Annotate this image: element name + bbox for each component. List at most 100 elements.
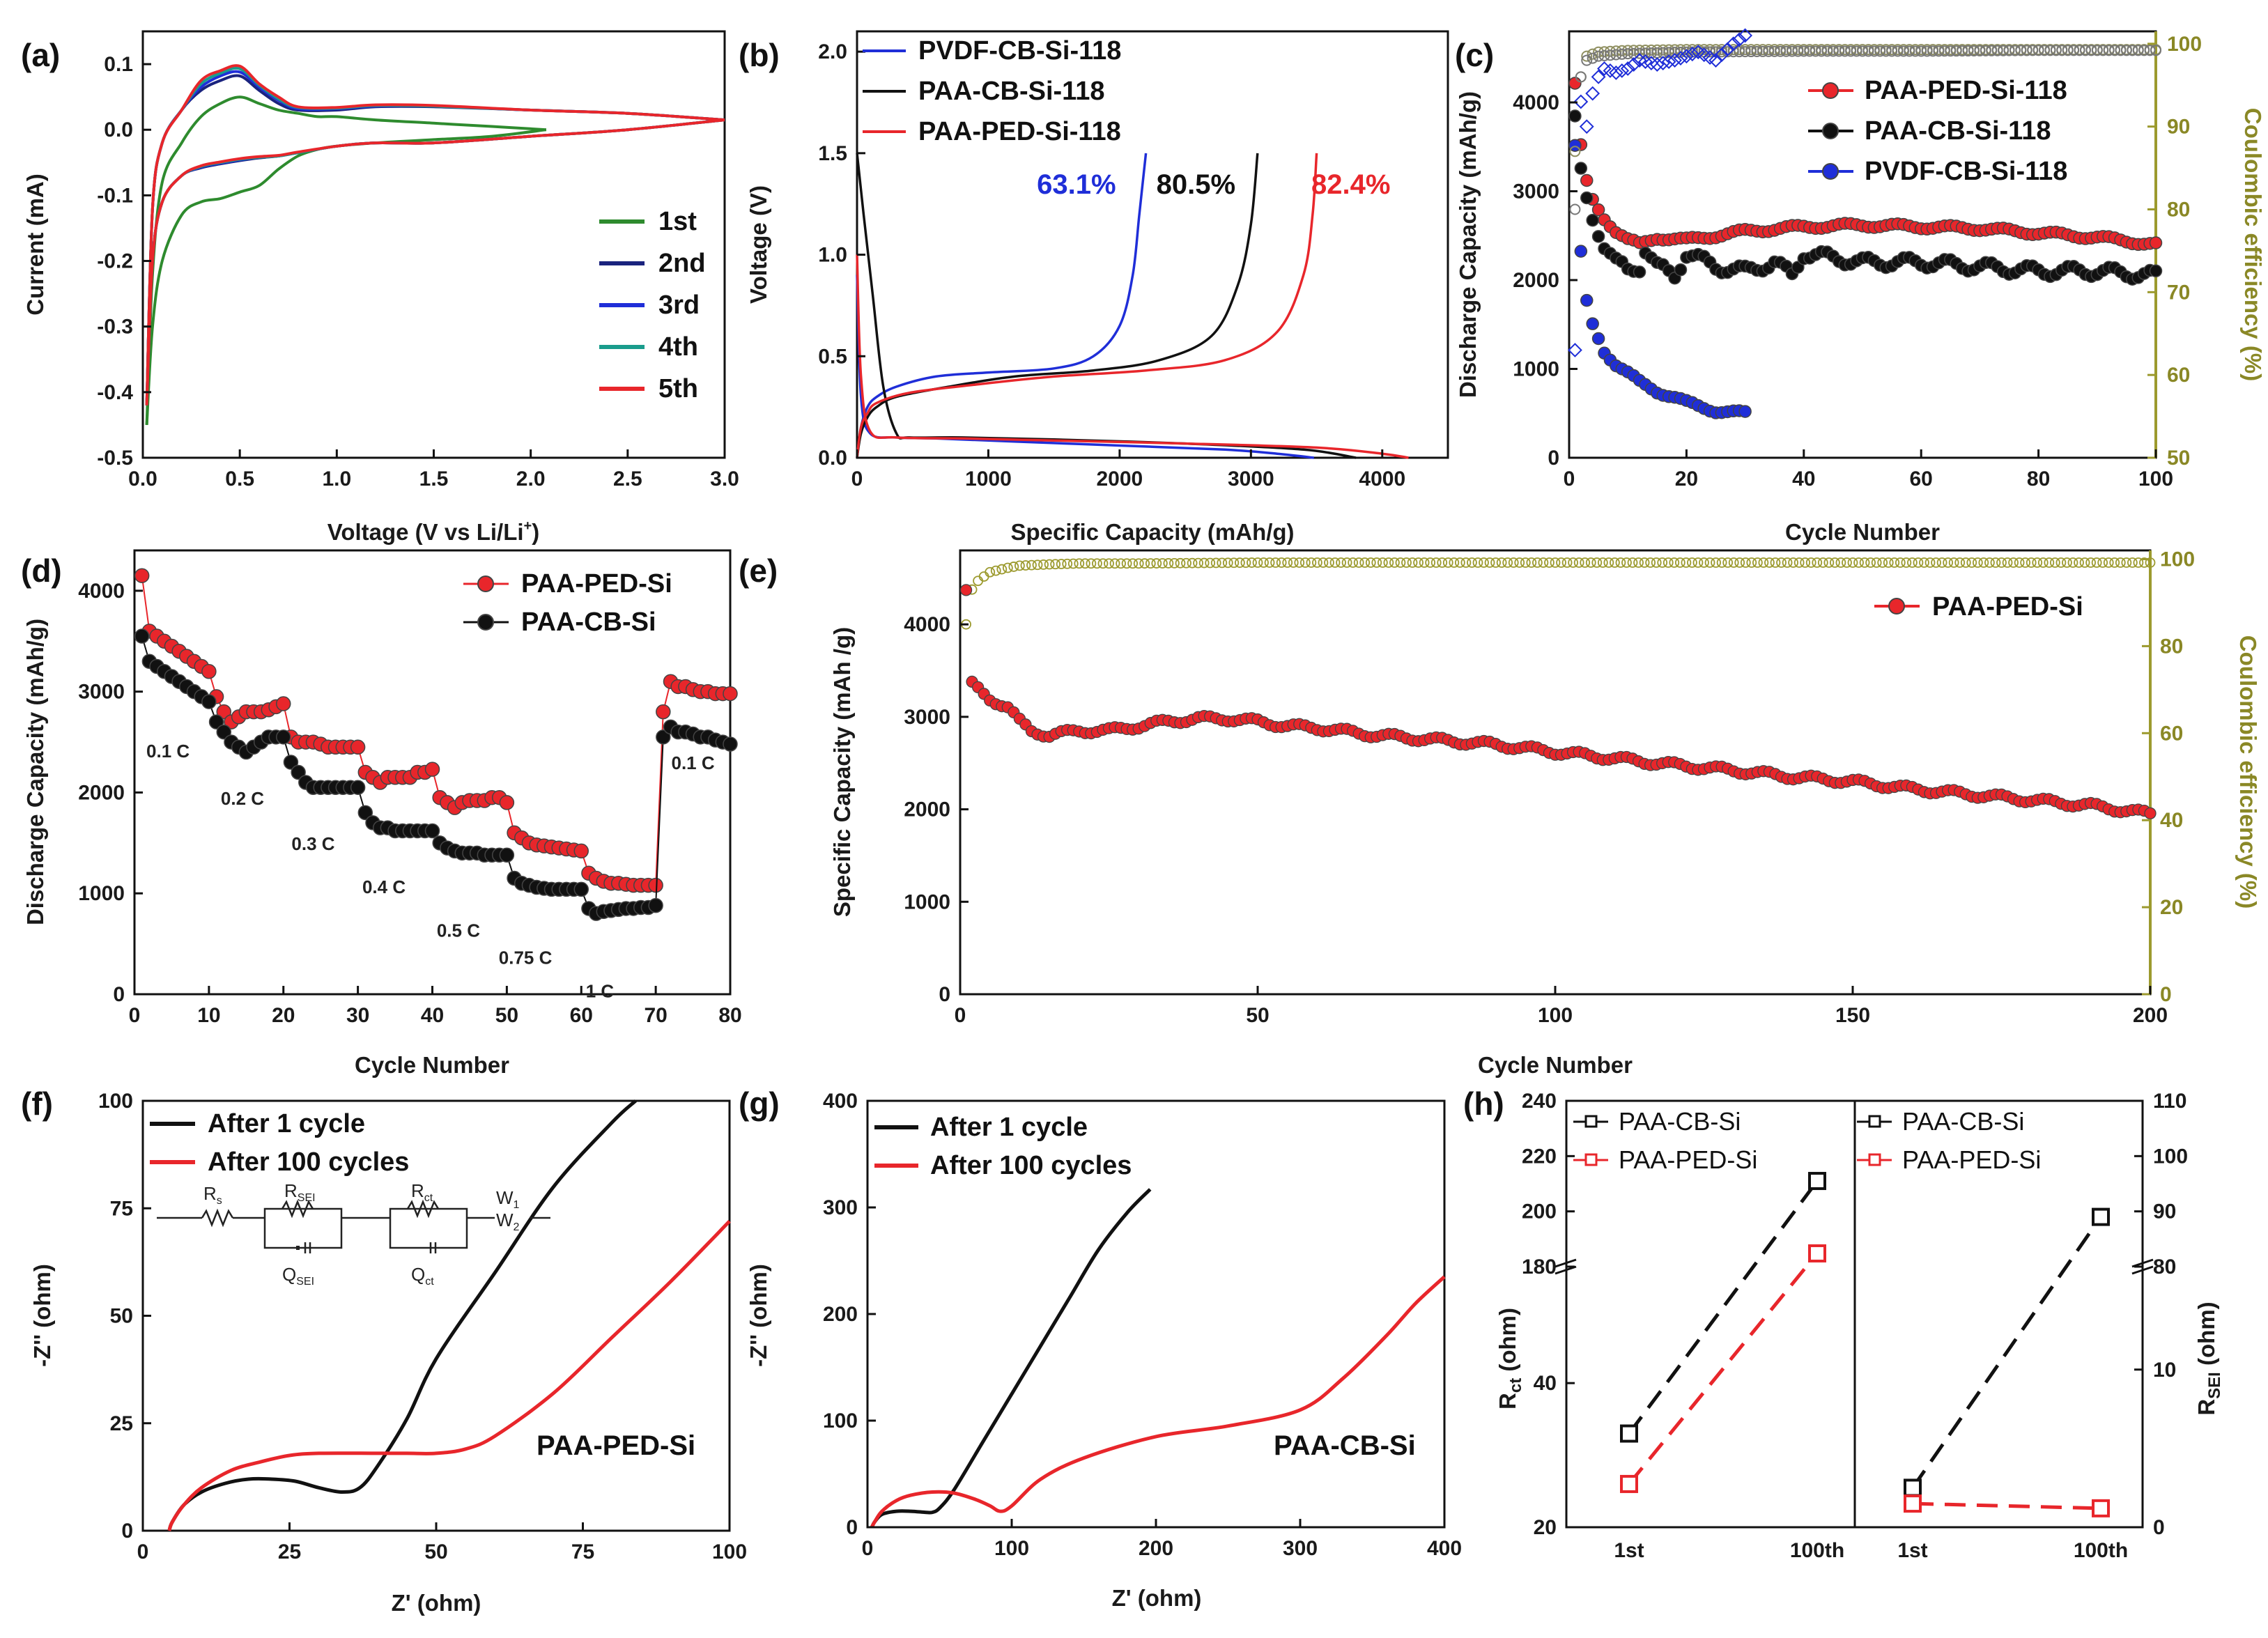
ce-point [1502,557,1513,568]
legend-entry: 1st [658,207,697,236]
svg-text:Qct: Qct [411,1264,434,1288]
ce-point [1270,557,1281,568]
ce-point [2055,557,2067,568]
svg-text:Rs: Rs [203,1183,222,1207]
ce-point [2145,557,2156,568]
panel-h-xtick: 100th [1790,1539,1844,1562]
panel-b-xtick: 1000 [965,468,1012,490]
panel-c-ytick-right: 60 [2167,364,2190,387]
legend-entry: After 1 cycle [208,1109,365,1138]
legend-entry: PAA-PED-Si-118 [1865,76,2067,105]
ce-point [1484,557,1495,568]
panel-a: (a) 0.1 0.0 -0.1 -0.2 -0.3 -0.4 -0.5 0.0 0.5 1.0… [21,30,739,545]
ce-point [1181,557,1191,569]
panel-c-ytick: 3000 [1513,180,1559,203]
panel-d-ytick: 2000 [78,781,125,804]
ce-point [1437,557,1448,568]
ce-point [1568,343,1582,357]
panel-e-xtick: 0 [955,1004,966,1027]
panel-a-xlabel: Voltage (V vs Li/Li+) [327,518,539,545]
ce-point [1175,557,1186,569]
capacity-point [1580,191,1594,205]
panel-g: (g) 400 300 200 100 0 0 100 200 300 400 -Z'' (oh… [739,1085,1462,1611]
ce-point [1804,45,1816,57]
panel-g-xtick: 200 [1139,1537,1173,1560]
ce-point [1561,557,1573,568]
ce-point [2133,557,2144,568]
ce-point [1904,45,1915,57]
rate-label: 0.4 C [362,876,406,897]
ce-point [1419,557,1430,568]
ce-point [1587,48,1598,60]
panel-a-ytick: -0.4 [97,381,133,404]
ce-point [1430,557,1442,568]
ce-point [1544,557,1555,568]
ce-point [1716,557,1727,568]
ce-point [1782,557,1793,568]
panel-d-xtick: 60 [570,1004,593,1027]
ce-point [1968,45,1980,56]
ce-point [1591,69,1606,84]
ce-point [1687,557,1697,568]
ce-point [1800,557,1811,568]
ce-point [1395,557,1406,568]
ce-point [1020,560,1031,571]
ce-point [1651,44,1663,56]
panel-h-ytick-right: 0 [2153,1516,2165,1539]
panel-c-ytick-right: 90 [2167,116,2190,139]
panel-h-xtick: 1st [1614,1539,1644,1562]
capacity-point [424,823,440,839]
ce-point [1593,46,1605,58]
panel-f-xtick: 50 [424,1540,447,1563]
panel-c-ytick: 2000 [1513,269,1559,292]
capacity-point [201,694,217,709]
ce-point [1746,557,1757,568]
ce-point [1996,557,2007,568]
series-PAA-CB-Si-trend [1627,1180,1819,1435]
capacity-point [2149,236,2163,249]
rate-label: 0.5 C [437,920,480,941]
ce-point [1614,63,1630,78]
panel-a-xtick: 0.5 [225,468,254,490]
capacity-point [1574,162,1588,175]
ce-point [1336,557,1346,568]
ce-point [1901,557,1912,568]
ce-point [1365,557,1376,568]
panel-f-ytick: 75 [110,1197,133,1220]
ce-point [1603,557,1614,568]
ce-point [1407,557,1418,568]
ce-point [2109,45,2121,56]
circuit-labels: Rs RSEI Rct W1 W2 QSEI Qct [203,1180,520,1288]
panel-a-xtick: 2.0 [516,468,546,490]
ce-point [1978,557,1989,568]
ce-point [1626,57,1642,72]
rate-label: 0.75 C [499,948,553,968]
panel-e-legend: PAA-PED-Si [1874,592,2083,621]
ce-point [1667,53,1682,68]
ce-point [1638,54,1653,69]
ce-point [1449,557,1460,568]
legend-entry: PAA-PED-Si [521,569,672,598]
ce-point [2021,45,2032,56]
ce-point [1294,557,1305,568]
legend-entry: PAA-PED-Si [1932,592,2083,621]
series-PAA-PED-Si-trend [1628,1252,1819,1485]
panel-g-xtick: 400 [1427,1537,1462,1560]
ce-point [1681,557,1692,568]
capacity-point [2144,807,2157,819]
ce-point [1044,559,1055,570]
panel-h-ytick-left: 20 [1534,1516,1557,1539]
capacity-point [216,704,231,720]
panel-a-ytick: -0.2 [97,250,133,273]
ce-point [1193,557,1203,569]
ce-point [1962,45,1974,57]
capacity-point [1738,405,1752,418]
ce-point [1234,557,1245,569]
panel-a-label: (a) [21,37,60,73]
panel-b-xtick: 4000 [1359,468,1405,490]
ce-point [1921,45,1933,57]
ce-point [1092,558,1102,569]
ce-point [990,565,1001,576]
ce-point [1634,45,1646,56]
